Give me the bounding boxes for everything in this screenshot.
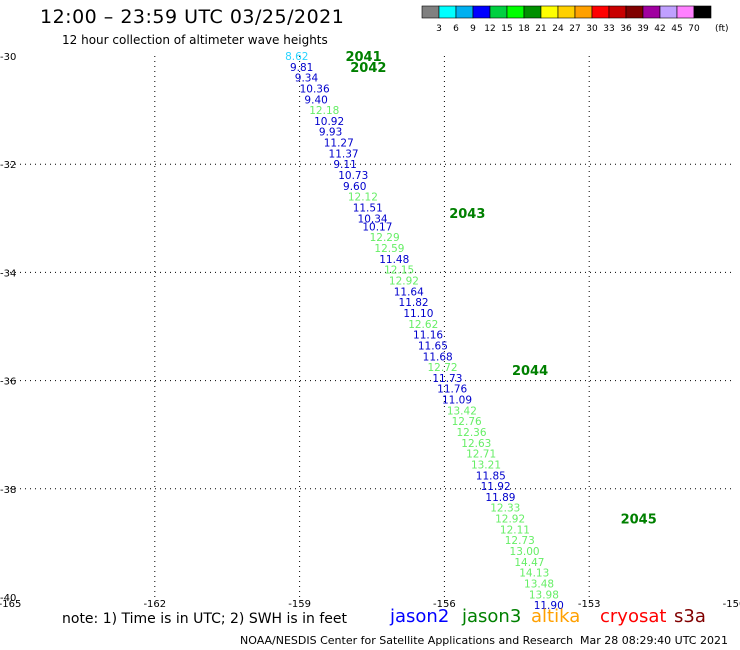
colorbar-label: 3 xyxy=(436,24,442,34)
colorbar-label: 9 xyxy=(470,24,476,34)
swh-point: 11.65 xyxy=(418,340,448,352)
colorbar-label: 30 xyxy=(586,24,598,34)
swh-point: 11.85 xyxy=(476,470,506,482)
colorbar-label: 27 xyxy=(569,24,580,34)
legend-cryosat: cryosat xyxy=(600,606,667,627)
wave-height-map: -165 -162 -159 -156 -153 -150 -30 -32 -34 -36 -38 -… xyxy=(0,50,740,610)
swh-point: 11.37 xyxy=(329,148,359,160)
x-tick-label: -156 xyxy=(433,599,456,610)
swh-point: 14.47 xyxy=(514,557,544,569)
swh-point: 13.48 xyxy=(524,578,554,590)
swh-point: 13.42 xyxy=(447,405,477,417)
time-label: 2045 xyxy=(621,513,657,528)
swh-point: 13.98 xyxy=(529,589,559,601)
time-label: 2042 xyxy=(350,61,386,76)
swh-point: 10.17 xyxy=(362,221,392,233)
swh-point: 12.92 xyxy=(495,514,525,526)
y-tick-label: -30 xyxy=(0,52,16,63)
credit-line: NOAA/NESDIS Center for Satellite Applica… xyxy=(240,634,574,647)
swh-point: 9.93 xyxy=(319,127,342,139)
colorbar-label: 15 xyxy=(501,24,512,34)
x-tick-label: -159 xyxy=(288,599,311,610)
legend-s3a: s3a xyxy=(674,606,706,627)
generation-timestamp: Mar 28 08:29:40 UTC 2021 xyxy=(580,634,728,647)
swh-point: 11.16 xyxy=(413,330,443,342)
swh-point: 12.62 xyxy=(408,319,438,331)
legend-altika: altika xyxy=(531,606,581,627)
swh-point: 11.92 xyxy=(481,481,511,493)
y-tick-label: -34 xyxy=(0,268,16,279)
x-tick-label: -165 xyxy=(0,599,21,610)
y-tick-label: -38 xyxy=(0,485,16,496)
colorbar-label: 33 xyxy=(603,24,614,34)
swh-point: 11.89 xyxy=(485,492,515,504)
swh-point: 12.11 xyxy=(500,524,530,536)
swh-point: 10.34 xyxy=(358,213,388,225)
colorbar-unit: (ft) xyxy=(715,24,729,34)
swh-point: 9.81 xyxy=(290,62,313,74)
swh-point: 13.00 xyxy=(510,546,540,558)
chart-title: 12:00 – 23:59 UTC 03/25/2021 xyxy=(40,6,345,28)
colorbar-label: 42 xyxy=(654,24,665,34)
time-label: 2043 xyxy=(449,207,485,222)
swh-point: 11.73 xyxy=(432,373,462,385)
swh-point: 11.90 xyxy=(534,600,564,610)
swh-point: 11.48 xyxy=(379,254,409,266)
colorbar-label: 36 xyxy=(620,24,632,34)
chart-subtitle: 12 hour collection of altimeter wave hei… xyxy=(62,33,328,47)
swh-point: 12.15 xyxy=(384,265,414,277)
colorbar-label: 45 xyxy=(671,24,682,34)
colorbar-label: 24 xyxy=(552,24,564,34)
swh-point: 12.12 xyxy=(348,192,378,204)
legend-jason2: jason2 xyxy=(390,606,450,627)
swh-point: 12.72 xyxy=(428,362,458,374)
swh-point: 10.36 xyxy=(300,83,330,95)
swh-point: 8.62 xyxy=(285,51,308,63)
swh-point: 11.09 xyxy=(442,395,472,407)
y-tick-label: -36 xyxy=(0,377,16,388)
swh-point: 9.11 xyxy=(333,159,356,171)
swh-point: 12.18 xyxy=(309,105,339,117)
time-label: 2044 xyxy=(512,364,548,379)
colorbar-label: 70 xyxy=(688,24,700,34)
swh-point: 12.33 xyxy=(490,503,520,515)
swh-point: 9.34 xyxy=(295,73,319,85)
swh-point: 12.92 xyxy=(389,276,419,288)
swh-point: 12.59 xyxy=(374,243,404,255)
x-tick-label: -153 xyxy=(578,599,601,610)
colorbar-label: 39 xyxy=(637,24,649,34)
swh-point: 11.27 xyxy=(324,138,354,150)
swh-point: 12.36 xyxy=(456,427,486,439)
swh-point: 10.73 xyxy=(338,170,368,182)
colorbar-label: 21 xyxy=(535,24,546,34)
swh-point: 9.40 xyxy=(304,94,327,106)
swh-point: 11.82 xyxy=(399,297,429,309)
swh-point: 12.71 xyxy=(466,449,496,461)
units-note: note: 1) Time is in UTC; 2) SWH is in fe… xyxy=(62,611,348,627)
y-tick-label: -40 xyxy=(0,593,16,604)
swh-point: 11.64 xyxy=(394,286,424,298)
colorbar-label: 18 xyxy=(518,24,530,34)
swh-point: 10.92 xyxy=(314,116,344,128)
swh-point: 12.63 xyxy=(461,438,491,450)
swh-point: 11.10 xyxy=(403,308,433,320)
colorbar-label: 6 xyxy=(453,24,459,34)
swh-point: 11.68 xyxy=(423,351,453,363)
swh-point: 9.60 xyxy=(343,181,366,193)
swh-point: 11.76 xyxy=(437,384,467,396)
swh-point: 14.13 xyxy=(519,568,549,580)
swh-point: 13.21 xyxy=(471,459,501,471)
swh-point: 12.76 xyxy=(452,416,482,428)
x-tick-label: -162 xyxy=(143,599,166,610)
colorbar-swatch xyxy=(693,5,712,19)
swh-point: 11.51 xyxy=(353,202,383,214)
time-label: 2041 xyxy=(345,50,381,65)
swh-point: 12.29 xyxy=(370,232,400,244)
swh-point: 12.73 xyxy=(505,535,535,547)
legend-jason3: jason3 xyxy=(462,606,522,627)
colorbar-label: 12 xyxy=(484,24,495,34)
swh-colorbar: 3 6 9 12 15 18 21 24 27 30 33 36 39 42 45 70 (ft) xyxy=(421,5,729,34)
y-tick-label: -32 xyxy=(0,160,16,171)
x-tick-label: -150 xyxy=(723,599,740,610)
